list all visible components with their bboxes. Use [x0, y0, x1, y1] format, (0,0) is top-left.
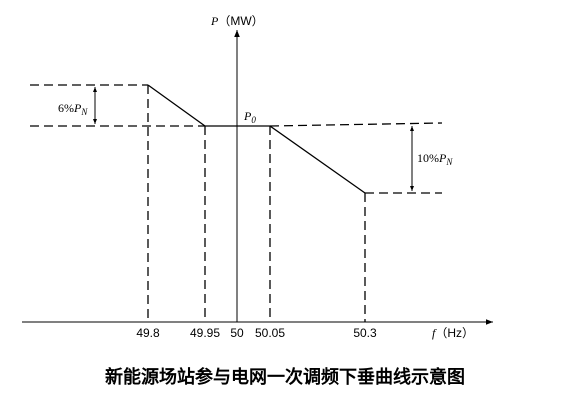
p0-right-line	[269, 122, 443, 127]
x-tick-label: 50.3	[353, 326, 377, 340]
annotation: 10%PN	[417, 151, 453, 167]
x-tick-label: 49.8	[136, 326, 160, 340]
annotation: 6%PN	[58, 101, 88, 117]
p0-label: P0	[243, 109, 256, 125]
x-tick-label: 50.05	[255, 326, 285, 340]
y-axis-label: P（MW）	[210, 14, 264, 28]
x-tick-label: 50	[230, 326, 244, 340]
droop-curve	[147, 84, 366, 194]
caption: 新能源场站参与电网一次调频下垂曲线示意图	[105, 366, 465, 388]
x-tick-label: 49.95	[190, 326, 220, 340]
x-axis-label: f（Hz）	[432, 326, 474, 340]
